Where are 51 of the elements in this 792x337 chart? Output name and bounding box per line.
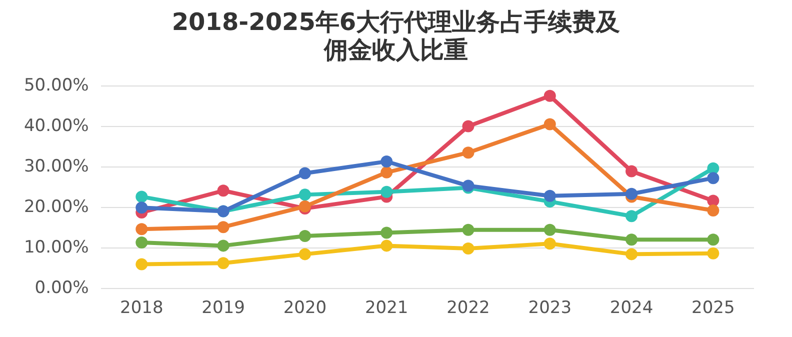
point: [298, 248, 311, 260]
point: [217, 221, 230, 234]
y-tick-label: 0.00%: [34, 278, 89, 298]
point: [626, 165, 638, 178]
point: [544, 118, 556, 130]
point: [626, 234, 638, 246]
point: [380, 155, 393, 168]
point: [298, 230, 311, 242]
point: [707, 172, 720, 184]
point: [544, 90, 556, 102]
point: [217, 184, 230, 197]
point: [380, 186, 393, 198]
point: [626, 248, 638, 260]
x-tick-label: 2022: [446, 298, 490, 318]
point: [298, 188, 311, 201]
point: [462, 120, 474, 132]
point: [136, 190, 148, 203]
x-tick-label: 2020: [283, 298, 327, 318]
y-tick-label: 10.00%: [24, 238, 89, 258]
point: [462, 242, 474, 255]
point: [462, 224, 474, 236]
point: [626, 210, 638, 222]
point: [380, 226, 393, 239]
x-tick-label: 2023: [528, 298, 572, 318]
x-tick-label: 2018: [120, 298, 164, 318]
point: [707, 204, 720, 216]
point: [217, 257, 230, 270]
point: [136, 223, 148, 236]
point: [136, 258, 148, 270]
x-tick-label: 2025: [692, 298, 735, 318]
point: [707, 234, 720, 246]
point: [298, 167, 311, 180]
point: [626, 188, 638, 200]
point: [544, 190, 556, 202]
point: [136, 236, 148, 248]
point: [217, 240, 230, 252]
chart-title: 2018-2025年6大行代理业务占手续费及佣金收入比重: [170, 8, 622, 64]
point: [544, 238, 556, 250]
x-tick-label: 2021: [364, 298, 408, 318]
point: [380, 166, 393, 178]
point: [707, 247, 720, 260]
y-tick-label: 30.00%: [24, 156, 89, 177]
point: [544, 224, 556, 236]
point: [380, 240, 393, 252]
x-tick-label: 2024: [610, 298, 654, 318]
y-tick-label: 20.00%: [24, 197, 89, 218]
y-tick-label: 40.00%: [24, 116, 89, 136]
x-tick-label: 2019: [202, 298, 245, 318]
point: [462, 146, 474, 159]
point: [136, 202, 148, 214]
y-tick-label: 50.00%: [24, 76, 89, 96]
